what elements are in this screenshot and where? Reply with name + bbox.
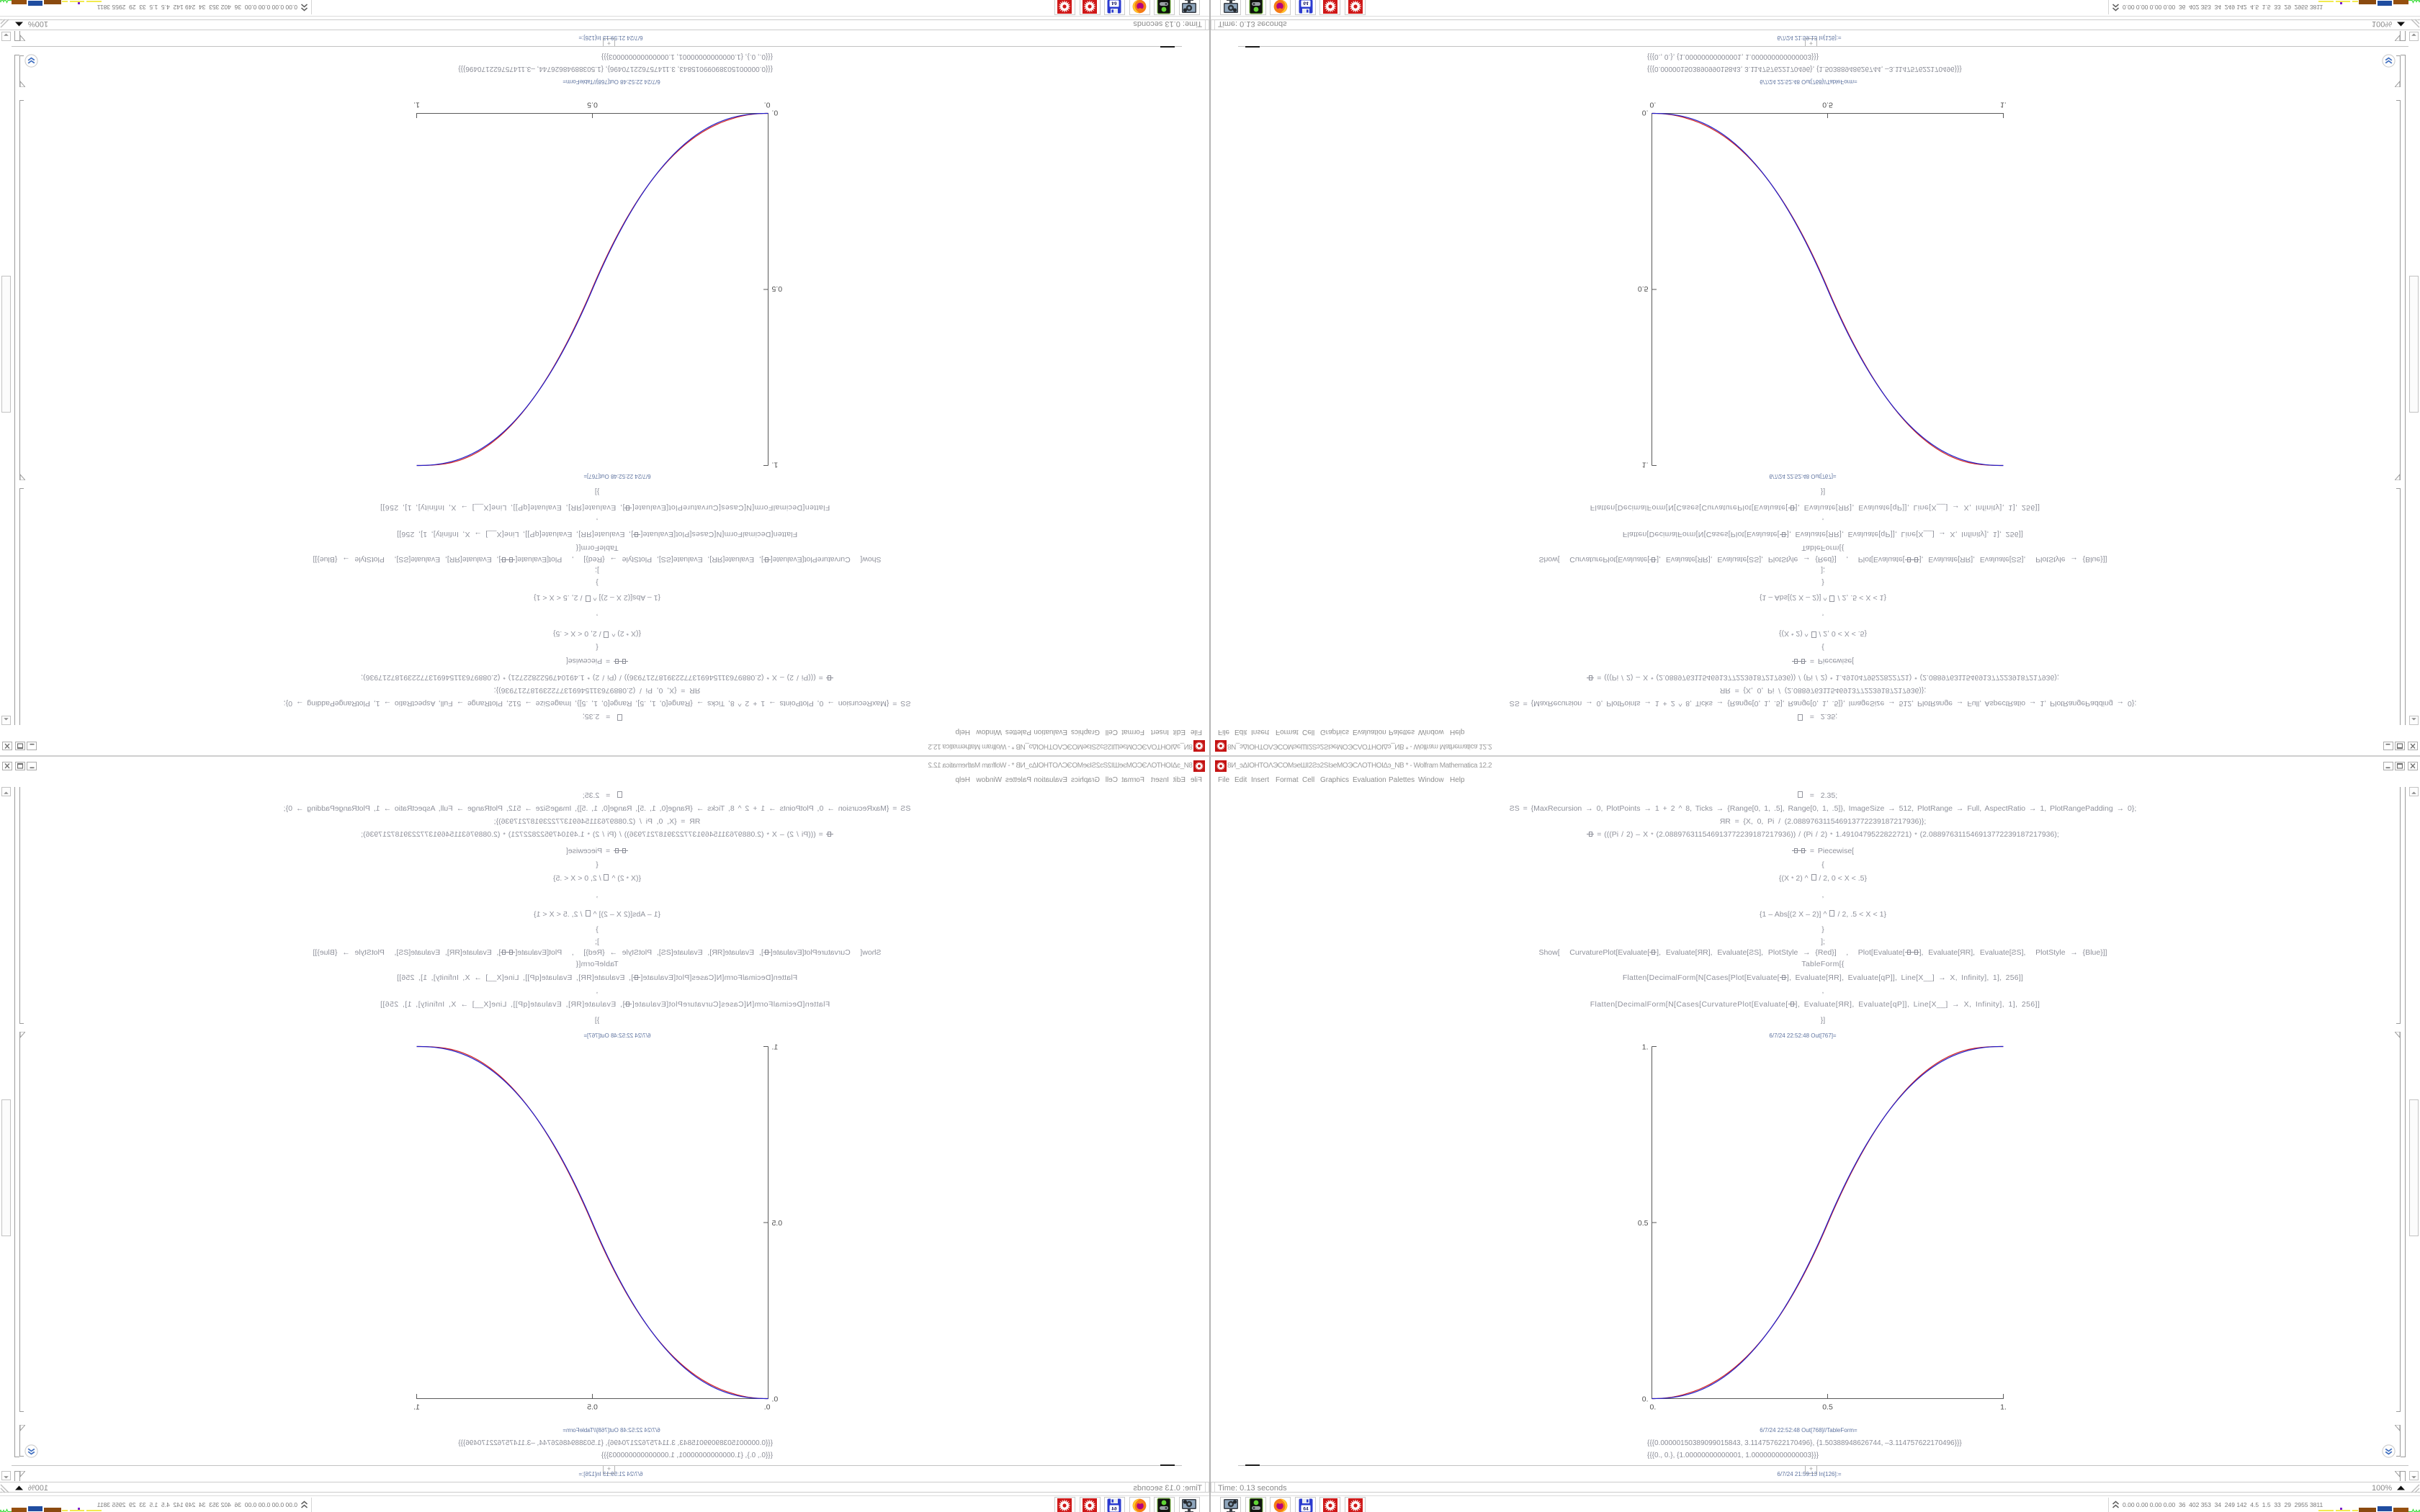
svg-text:1.: 1.	[1642, 461, 1649, 469]
svg-text:0.5: 0.5	[1638, 284, 1649, 293]
svg-text:64: 64	[1112, 1507, 1118, 1512]
svg-text:0.5: 0.5	[1822, 1403, 1833, 1412]
svg-text:0.: 0.	[1650, 1403, 1657, 1412]
svg-text:64: 64	[1112, 0, 1118, 5]
svg-text:0.: 0.	[772, 109, 779, 117]
svg-text:0.: 0.	[764, 1403, 771, 1412]
svg-text:0.: 0.	[1650, 101, 1657, 109]
svg-text:0.5: 0.5	[587, 101, 598, 109]
svg-text:1.: 1.	[413, 101, 420, 109]
svg-text:64: 64	[1303, 0, 1309, 5]
svg-text:0.5: 0.5	[587, 1403, 598, 1412]
svg-text:1.: 1.	[772, 1043, 779, 1052]
svg-text:1.: 1.	[2000, 1403, 2007, 1412]
svg-text:1.: 1.	[772, 461, 779, 469]
svg-text:0.: 0.	[1642, 109, 1649, 117]
svg-text:0.: 0.	[772, 1395, 779, 1404]
svg-text:1.: 1.	[413, 1403, 420, 1412]
svg-text:0.5: 0.5	[1822, 101, 1833, 109]
svg-text:0.5: 0.5	[1638, 1219, 1649, 1228]
svg-text:0.5: 0.5	[771, 284, 782, 293]
svg-text:0.5: 0.5	[771, 1219, 782, 1228]
svg-text:1.: 1.	[2000, 101, 2007, 109]
svg-text:0.: 0.	[764, 101, 771, 109]
svg-text:0.: 0.	[1642, 1395, 1649, 1404]
svg-text:64: 64	[1303, 1507, 1309, 1512]
svg-text:1.: 1.	[1642, 1043, 1649, 1052]
